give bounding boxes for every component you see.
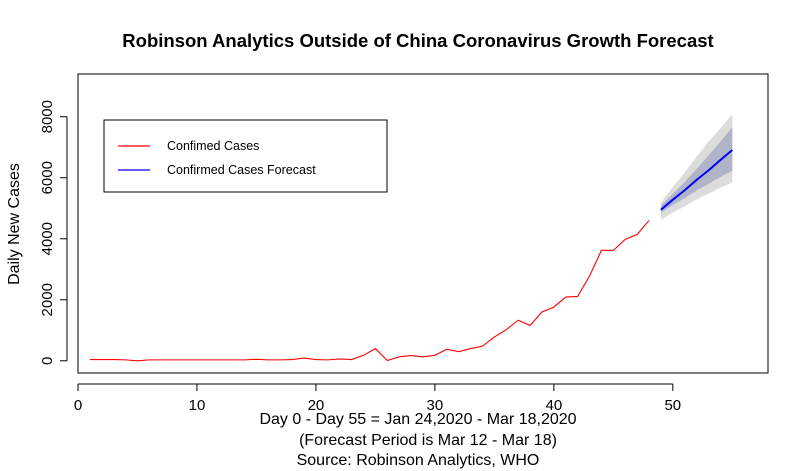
x-axis-label-line-2: (Forecast Period is Mar 12 - Mar 18) [299, 432, 557, 449]
chart-title: Robinson Analytics Outside of China Coro… [122, 30, 713, 51]
legend: Confimed Cases Confirmed Cases Forecast [103, 119, 388, 193]
legend-box [103, 119, 388, 193]
x-tick-label: 30 [427, 397, 444, 414]
y-tick-label: 6000 [39, 161, 56, 194]
y-axis-label: Daily New Cases [6, 163, 23, 285]
x-tick-label: 20 [308, 397, 325, 414]
x-axis-label-line-3: Source: Robinson Analytics, WHO [297, 452, 540, 469]
x-tick-label: 0 [74, 397, 82, 414]
plot-frame [77, 73, 769, 374]
y-tick-label: 2000 [39, 283, 56, 316]
x-axis-label-line-1: Day 0 - Day 55 = Jan 24,2020 - Mar 18,20… [259, 411, 576, 428]
forecast-band-80 [660, 127, 733, 213]
x-tick-label: 50 [664, 397, 681, 414]
series-lines [89, 149, 733, 362]
y-tick-label: 8000 [39, 100, 56, 133]
line-confirmed-cases [89, 220, 650, 362]
y-tick-label: 4000 [39, 222, 56, 255]
y-tick-label: 0 [39, 357, 56, 365]
x-axis: 0 10 20 30 40 50 [74, 383, 681, 414]
legend-label-forecast: Confirmed Cases Forecast [167, 163, 316, 177]
y-axis: 0 2000 4000 6000 8000 [39, 100, 68, 365]
line-confirmed-cases-forecast [660, 149, 733, 211]
x-tick-label: 40 [546, 397, 563, 414]
x-tick-label: 10 [189, 397, 206, 414]
legend-label-confirmed: Confimed Cases [167, 139, 259, 153]
forecast-bands [660, 114, 733, 220]
